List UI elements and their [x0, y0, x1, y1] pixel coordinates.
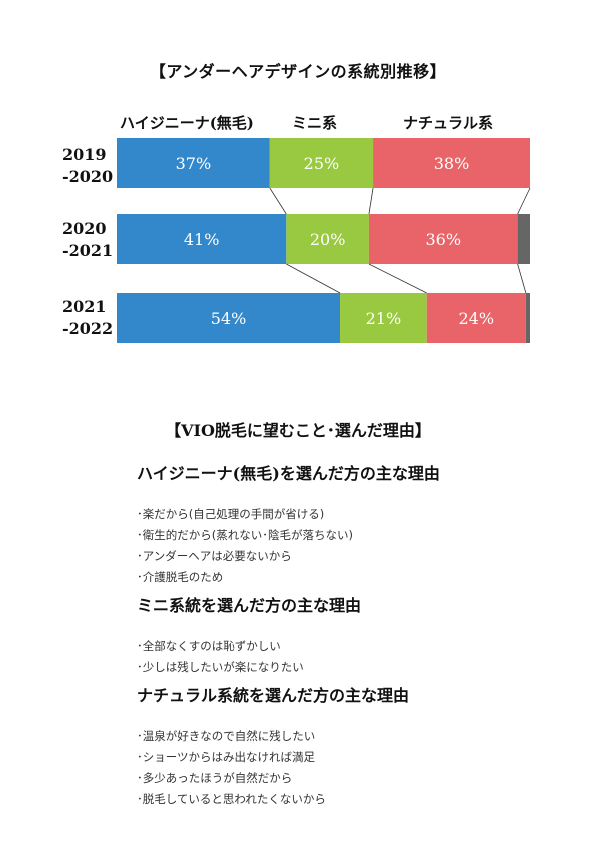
reason-list: ･温泉が好きなので自然に残したい ･ショーツからはみ出なければ満足 ･多少あった… — [137, 726, 409, 810]
connector-line — [368, 263, 427, 294]
legend-label-natural: ナチュラル系 — [403, 114, 494, 132]
reason-section-hygienina: ハイジニーナ(無毛)を選んだ方の主な理由 ･楽だから(自己処理の手間が省ける) … — [137, 460, 440, 588]
year-label-line: 2019 — [62, 145, 107, 164]
data-label: 20% — [310, 230, 346, 249]
reason-item: ･楽だから(自己処理の手間が省ける) — [137, 507, 325, 521]
bar-segment — [117, 138, 270, 188]
data-label: 24% — [459, 309, 495, 328]
data-label: 36% — [425, 230, 461, 249]
reason-heading: ハイジニーナ(無毛)を選んだ方の主な理由 — [137, 464, 440, 483]
connector-line — [517, 263, 527, 294]
year-label-line: 2020 — [62, 219, 107, 238]
connector-line — [269, 187, 287, 215]
reason-item: ･介護脱毛のため — [137, 570, 224, 584]
legend-label-mini: ミニ系 — [292, 114, 338, 132]
data-label: 25% — [304, 154, 340, 173]
reason-list: ･全部なくすのは恥ずかしい ･少しは残したいが楽になりたい — [137, 636, 361, 678]
reason-item: ･温泉が好きなので自然に残したい — [137, 729, 316, 743]
legend-label-hygienina: ハイジニーナ(無毛) — [120, 114, 254, 132]
reason-heading: ナチュラル系統を選んだ方の主な理由 — [137, 686, 410, 705]
reason-item: ･全部なくすのは恥ずかしい — [137, 639, 281, 653]
bar-segment — [117, 214, 287, 264]
year-label-line: 2021 — [62, 297, 107, 316]
reason-section-natural: ナチュラル系統を選んだ方の主な理由 ･温泉が好きなので自然に残したい ･ショーツ… — [137, 682, 409, 810]
year-label-2021-2022: 2021 -2022 — [62, 296, 113, 340]
reason-item: ･アンダーヘアは必要ないから — [137, 549, 292, 563]
year-label-line: -2022 — [62, 319, 114, 338]
reason-item: ･衛生的だから(蒸れない･陰毛が落ちない) — [137, 528, 353, 542]
bar-segment — [517, 214, 530, 264]
data-label: 21% — [366, 309, 402, 328]
data-label: 41% — [184, 230, 220, 249]
reason-list: ･楽だから(自己処理の手間が省ける) ･衛生的だから(蒸れない･陰毛が落ちない)… — [137, 504, 440, 588]
data-label: 38% — [434, 154, 470, 173]
bar-segment — [340, 293, 427, 343]
bar-segment — [117, 293, 341, 343]
reason-heading: ミニ系統を選んだ方の主な理由 — [137, 596, 362, 615]
vio-section-title: 【VIO脱毛に望むこと･選んだ理由】 — [165, 421, 431, 440]
bar-segment — [426, 293, 526, 343]
reason-item: ･多少あったほうが自然だから — [137, 771, 293, 785]
data-label: 54% — [211, 309, 247, 328]
connector-line — [368, 187, 374, 215]
data-label: 37% — [176, 154, 212, 173]
bar-segment — [373, 138, 530, 188]
bar-segment — [286, 214, 369, 264]
stacked-bar-chart: 37% 25% 38% 41% 20% 36% 54% 21% 24% — [117, 138, 531, 343]
year-label-line: -2021 — [62, 241, 114, 260]
year-label-2020-2021: 2020 -2021 — [62, 218, 113, 262]
reason-item: ･脱毛していると思われたくないから — [137, 792, 326, 806]
reason-item: ･ショーツからはみ出なければ満足 — [137, 750, 316, 764]
connector-line — [286, 263, 341, 294]
connector-line — [517, 187, 531, 215]
year-label-line: -2020 — [62, 167, 114, 186]
bar-segment — [525, 293, 530, 343]
year-label-2019-2020: 2019 -2020 — [62, 144, 113, 188]
reason-item: ･少しは残したいが楽になりたい — [137, 660, 304, 674]
bar-segment — [269, 138, 374, 188]
reason-section-mini: ミニ系統を選んだ方の主な理由 ･全部なくすのは恥ずかしい ･少しは残したいが楽に… — [137, 592, 361, 678]
bar-segment — [368, 214, 518, 264]
chart-title: 【アンダーヘアデザインの系統別推移】 — [149, 62, 447, 81]
